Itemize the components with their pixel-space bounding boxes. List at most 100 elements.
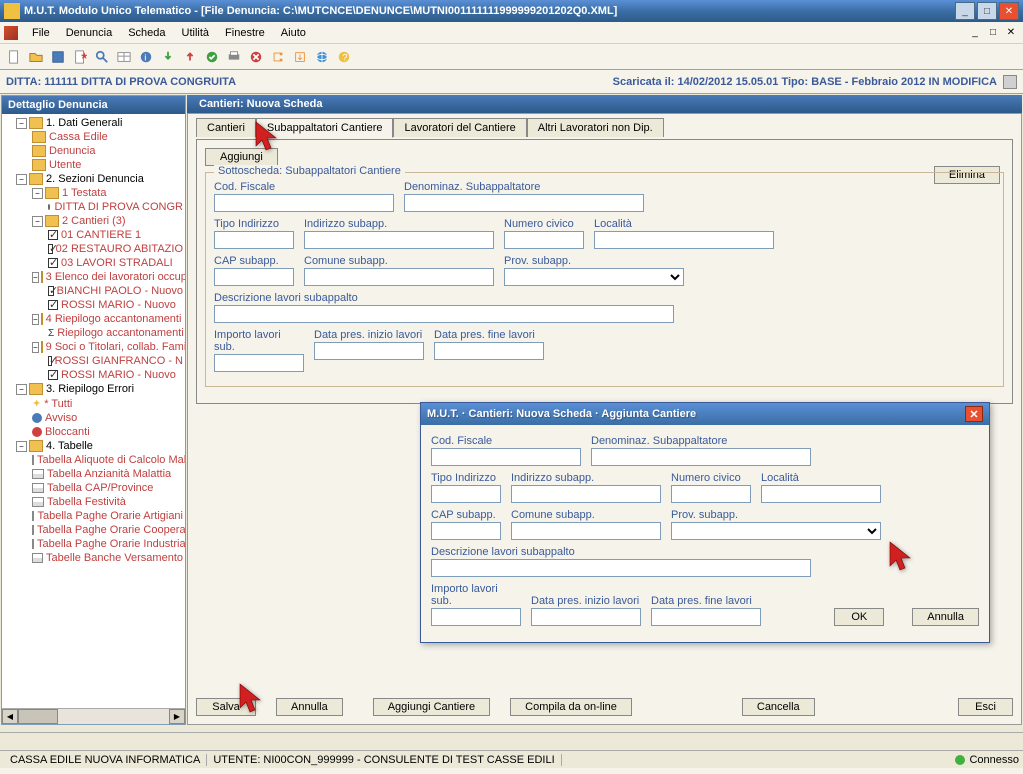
- esci-button[interactable]: Esci: [958, 698, 1013, 716]
- tb-doc-icon[interactable]: [4, 47, 24, 67]
- inp-comune[interactable]: [304, 268, 494, 286]
- mdi-close-button[interactable]: ✕: [1003, 26, 1019, 40]
- scroll-left-button[interactable]: ◀: [2, 709, 18, 724]
- tree-node[interactable]: −3. Riepilogo Errori: [4, 382, 183, 396]
- tree-node[interactable]: 02 RESTAURO ABITAZIO: [4, 242, 183, 256]
- dlg-inp-importo[interactable]: [431, 608, 521, 626]
- dlg-inp-cod-fiscale[interactable]: [431, 448, 581, 466]
- tb-check-icon[interactable]: [202, 47, 222, 67]
- tree-node[interactable]: −9 Soci o Titolari, collab. Famil. (: [4, 340, 183, 354]
- cancella-button[interactable]: Cancella: [742, 698, 815, 716]
- tab-2[interactable]: Lavoratori del Cantiere: [393, 118, 526, 137]
- tree-node[interactable]: Tabella Paghe Orarie Industria: [4, 537, 183, 551]
- tb-download-icon[interactable]: [158, 47, 178, 67]
- tb-save-icon[interactable]: [48, 47, 68, 67]
- tree-node[interactable]: Tabella Festività: [4, 495, 183, 509]
- tree-node[interactable]: ✦* Tutti: [4, 396, 183, 411]
- sidebar-hscroll[interactable]: ◀ ▶: [2, 708, 185, 724]
- menu-finestre[interactable]: Finestre: [217, 25, 273, 41]
- tree[interactable]: −1. Dati GeneraliCassa EdileDenunciaUten…: [2, 114, 185, 708]
- menu-denuncia[interactable]: Denuncia: [58, 25, 120, 41]
- dlg-sel-prov[interactable]: [671, 522, 881, 540]
- tree-node[interactable]: −4. Tabelle: [4, 439, 183, 453]
- dlg-inp-denom[interactable]: [591, 448, 811, 466]
- dlg-inp-data-inizio[interactable]: [531, 608, 641, 626]
- minimize-button[interactable]: _: [955, 2, 975, 20]
- tree-node[interactable]: −3 Elenco dei lavoratori occupat: [4, 270, 183, 284]
- aggiungi-cantiere-button[interactable]: Aggiungi Cantiere: [373, 698, 490, 716]
- annulla-button[interactable]: Annulla: [276, 698, 343, 716]
- dlg-inp-ind-sub[interactable]: [511, 485, 661, 503]
- dlg-inp-cap[interactable]: [431, 522, 501, 540]
- tb-help-icon[interactable]: ?: [334, 47, 354, 67]
- inp-ind-sub[interactable]: [304, 231, 494, 249]
- tree-node[interactable]: Utente: [4, 158, 183, 172]
- dialog-annulla-button[interactable]: Annulla: [912, 608, 979, 626]
- tree-node[interactable]: −2. Sezioni Denuncia: [4, 172, 183, 186]
- mdi-minimize-button[interactable]: _: [967, 26, 983, 40]
- inp-descr[interactable]: [214, 305, 674, 323]
- inp-num-civ[interactable]: [504, 231, 584, 249]
- dialog-ok-button[interactable]: OK: [834, 608, 884, 626]
- tree-node[interactable]: ROSSI GIANFRANCO - N: [4, 354, 183, 368]
- tb-upload-icon[interactable]: [180, 47, 200, 67]
- inp-importo[interactable]: [214, 354, 304, 372]
- maximize-button[interactable]: □: [977, 2, 997, 20]
- inp-denom[interactable]: [404, 194, 644, 212]
- tree-node[interactable]: Cassa Edile: [4, 130, 183, 144]
- scroll-right-button[interactable]: ▶: [169, 709, 185, 724]
- inp-cap[interactable]: [214, 268, 294, 286]
- tree-node[interactable]: Tabella Anzianità Malattia: [4, 467, 183, 481]
- scroll-thumb[interactable]: [18, 709, 58, 724]
- inp-data-fine[interactable]: [434, 342, 544, 360]
- tree-node[interactable]: −4 Riepilogo accantonamenti e: [4, 312, 183, 326]
- dlg-inp-descr[interactable]: [431, 559, 811, 577]
- dlg-inp-localita[interactable]: [761, 485, 881, 503]
- menu-utilità[interactable]: Utilità: [174, 25, 218, 41]
- tree-node[interactable]: Tabella Aliquote di Calcolo Mal: [4, 453, 183, 467]
- tree-node[interactable]: Tabella CAP/Province: [4, 481, 183, 495]
- tree-node[interactable]: Avviso: [4, 411, 183, 425]
- tree-node[interactable]: BIANCHI PAOLO - Nuovo: [4, 284, 183, 298]
- sel-prov[interactable]: [504, 268, 684, 286]
- close-button[interactable]: ✕: [999, 2, 1019, 20]
- tb-table-icon[interactable]: [114, 47, 134, 67]
- tree-node[interactable]: ΣRiepilogo accantonamenti: [4, 326, 183, 340]
- dlg-inp-num-civ[interactable]: [671, 485, 751, 503]
- tb-open-icon[interactable]: [26, 47, 46, 67]
- tree-node[interactable]: 01 CANTIERE 1: [4, 228, 183, 242]
- dlg-inp-data-fine[interactable]: [651, 608, 761, 626]
- menu-aiuto[interactable]: Aiuto: [273, 25, 314, 41]
- dialog-close-button[interactable]: ✕: [965, 406, 983, 422]
- tb-new-icon[interactable]: ★: [70, 47, 90, 67]
- mdi-restore-button[interactable]: □: [985, 26, 1001, 40]
- tree-node[interactable]: DITTA DI PROVA CONGR: [4, 200, 183, 214]
- tb-globe-icon[interactable]: [312, 47, 332, 67]
- tb-print-icon[interactable]: [224, 47, 244, 67]
- inp-localita[interactable]: [594, 231, 774, 249]
- tree-node[interactable]: ROSSI MARIO - Nuovo: [4, 298, 183, 312]
- tree-node[interactable]: Tabella Paghe Orarie Cooperat: [4, 523, 183, 537]
- tab-0[interactable]: Cantieri: [196, 118, 256, 137]
- tb-export-icon[interactable]: [268, 47, 288, 67]
- tb-info-icon[interactable]: i: [136, 47, 156, 67]
- tree-node[interactable]: Tabella Paghe Orarie Artigiani: [4, 509, 183, 523]
- dlg-inp-comune[interactable]: [511, 522, 661, 540]
- compila-button[interactable]: Compila da on-line: [510, 698, 632, 716]
- tree-node[interactable]: −1 Testata: [4, 186, 183, 200]
- inp-data-inizio[interactable]: [314, 342, 424, 360]
- tb-search-icon[interactable]: [92, 47, 112, 67]
- inp-tipo-ind[interactable]: [214, 231, 294, 249]
- tree-node[interactable]: Tabelle Banche Versamento: [4, 551, 183, 565]
- tree-node[interactable]: Denuncia: [4, 144, 183, 158]
- tree-node[interactable]: −1. Dati Generali: [4, 116, 183, 130]
- tree-node[interactable]: ROSSI MARIO - Nuovo: [4, 368, 183, 382]
- tree-node[interactable]: 03 LAVORI STRADALI: [4, 256, 183, 270]
- menu-file[interactable]: File: [24, 25, 58, 41]
- tree-node[interactable]: −2 Cantieri (3): [4, 214, 183, 228]
- tb-delete-icon[interactable]: [246, 47, 266, 67]
- inp-cod-fiscale[interactable]: [214, 194, 394, 212]
- tree-node[interactable]: Bloccanti: [4, 425, 183, 439]
- dlg-inp-tipo-ind[interactable]: [431, 485, 501, 503]
- tab-3[interactable]: Altri Lavoratori non Dip.: [527, 118, 664, 137]
